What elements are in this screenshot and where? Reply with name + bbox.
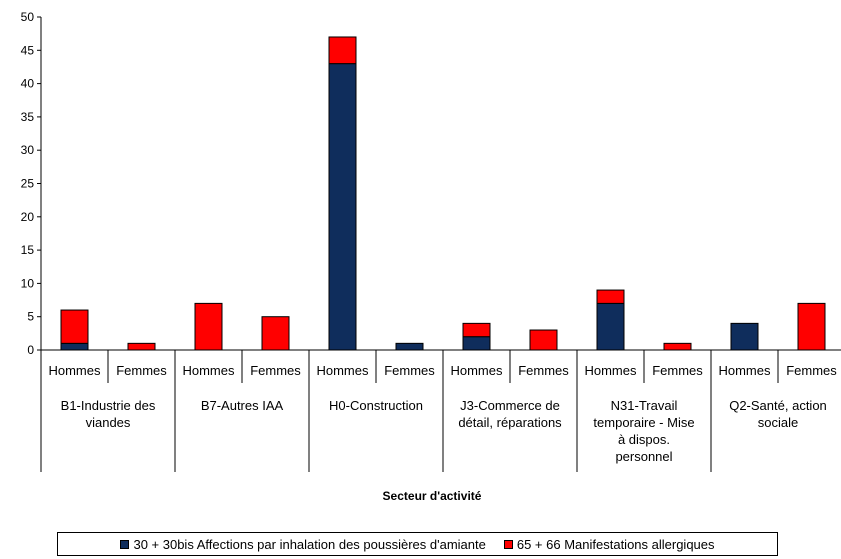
bar-segment-amiante (596, 302, 625, 351)
bar-segment-allergiques (127, 342, 156, 351)
legend-item-amiante: 30 + 30bis Affections par inhalation des… (120, 536, 486, 552)
bar-segment-allergiques (797, 302, 826, 351)
bar-segment-amiante (60, 342, 89, 351)
x-tick-label: Hommes (182, 363, 235, 378)
bar-segment-allergiques (529, 329, 558, 351)
y-tick-label: 10 (21, 276, 35, 290)
x-group-label: N31-Travail temporaire - Mise à dispos. per… (593, 398, 694, 464)
x-tick-label: Hommes (718, 363, 771, 378)
x-tick-label: Hommes (584, 363, 637, 378)
y-tick-label: 45 (21, 43, 35, 57)
y-tick-label: 40 (21, 77, 35, 91)
bar-segment-allergiques (596, 289, 625, 304)
x-tick-label: Femmes (116, 363, 167, 378)
legend-item-allergiques: 65 + 66 Manifestations allergiques (503, 536, 715, 552)
y-tick-label: 25 (21, 177, 35, 191)
x-axis-title: Secteur d'activité (383, 489, 482, 503)
x-tick-label: Hommes (450, 363, 503, 378)
stacked-bar-chart: 0 5 10 15 20 25 30 35 40 45 50 Hommes Femmes Hommes F… (21, 10, 841, 503)
y-tick-label: 35 (21, 110, 35, 124)
x-tick-label: Femmes (786, 363, 837, 378)
y-tick-label: 5 (27, 310, 34, 324)
y-tick-label: 20 (21, 210, 35, 224)
bar-segment-amiante (395, 342, 424, 351)
x-tick-label: Femmes (250, 363, 301, 378)
bar-segment-allergiques (328, 36, 357, 65)
x-tick-label: Hommes (316, 363, 369, 378)
x-group-label: B1-Industrie des viandes (61, 398, 156, 430)
y-tick-label: 50 (21, 10, 35, 24)
bar-segment-amiante (328, 63, 357, 351)
x-tick-label: Femmes (384, 363, 435, 378)
bar-segment-amiante (462, 336, 491, 351)
y-tick-label: 0 (27, 343, 34, 357)
x-axis: Hommes Femmes Hommes Femmes Hommes Femmes Homm… (40, 349, 841, 472)
y-tick-label: 15 (21, 243, 35, 257)
x-tick-label: Femmes (518, 363, 569, 378)
x-group-label: J3-Commerce de détail, réparations (458, 398, 562, 430)
y-tick-label: 30 (21, 143, 35, 157)
bar-segment-amiante (730, 322, 759, 351)
y-axis: 0 5 10 15 20 25 30 35 40 45 50 (21, 10, 42, 357)
legend: 30 + 30bis Affections par inhalation des… (57, 532, 778, 556)
x-group-label: B7-Autres IAA (201, 398, 284, 413)
bar-segment-allergiques (194, 302, 223, 351)
legend-label-allergiques: 65 + 66 Manifestations allergiques (516, 536, 715, 552)
x-tick-label: Femmes (652, 363, 703, 378)
x-group-label: H0-Construction (329, 398, 423, 413)
bar-segment-allergiques (462, 322, 491, 338)
bars (60, 36, 826, 351)
bar-segment-allergiques (663, 342, 692, 351)
legend-label-amiante: 30 + 30bis Affections par inhalation des… (133, 536, 486, 552)
legend-swatch-allergiques (503, 539, 513, 549)
x-group-label: Q2-Santé, action sociale (729, 398, 827, 430)
legend-swatch-amiante (120, 539, 130, 549)
x-tick-label: Hommes (48, 363, 101, 378)
bar-segment-allergiques (60, 309, 89, 344)
bar-segment-allergiques (261, 316, 290, 351)
